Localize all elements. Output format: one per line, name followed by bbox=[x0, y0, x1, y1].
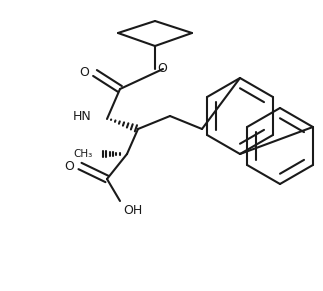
Text: O: O bbox=[64, 159, 74, 173]
Text: O: O bbox=[79, 67, 89, 79]
Text: OH: OH bbox=[123, 204, 142, 217]
Text: O: O bbox=[157, 63, 167, 75]
Text: HN: HN bbox=[72, 111, 91, 123]
Text: CH₃: CH₃ bbox=[74, 149, 93, 159]
